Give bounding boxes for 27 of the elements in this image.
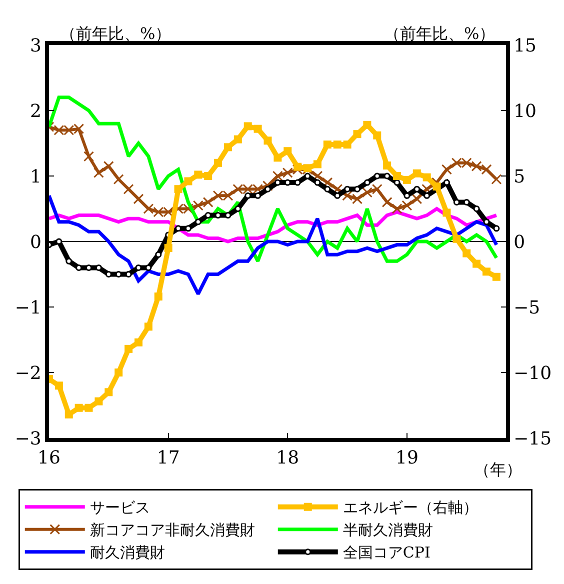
y2-axis-title: （前年比、%）: [384, 24, 496, 43]
y2-tick-label: 15: [514, 35, 537, 56]
x-tick-label: 16: [38, 448, 60, 469]
legend-label: サービス: [90, 498, 150, 517]
y2-tick-label: −10: [514, 362, 552, 384]
legend-label: 耐久消費財: [90, 544, 165, 562]
y2-tick-label: 5: [514, 166, 526, 188]
legend-label: 新コアコア非耐久消費財: [90, 521, 255, 540]
y2-tick-label: 10: [514, 100, 537, 122]
legend-label: 半耐久消費財: [342, 521, 433, 540]
x-tick-label: 19: [396, 448, 418, 469]
y-tick-label: 0: [30, 232, 42, 253]
y-tick-label: 3: [30, 35, 42, 56]
y2-tick-label: −15: [514, 428, 552, 450]
y-tick-label: −2: [14, 362, 42, 384]
y2-tick-label: 0: [514, 232, 526, 253]
x-axis-title: （年）: [474, 460, 522, 479]
y-tick-label: −1: [14, 297, 42, 318]
y-tick-label: 2: [30, 100, 42, 122]
x-tick-label: 18: [276, 448, 300, 469]
y-tick-label: −3: [14, 428, 42, 450]
y-tick-label: 1: [30, 166, 42, 188]
legend-label: エネルギー（右軸）: [342, 498, 478, 517]
x-tick-label: 17: [156, 448, 180, 469]
legend-label: 全国コアCPI: [342, 544, 430, 562]
y2-tick-label: −5: [514, 297, 540, 318]
y-axis-title: （前年比、%）: [60, 24, 172, 43]
